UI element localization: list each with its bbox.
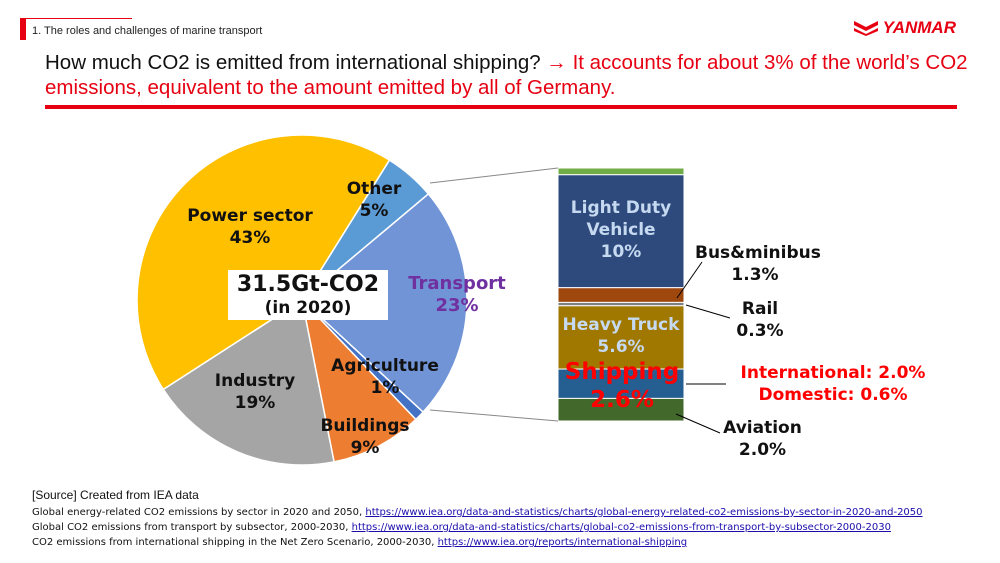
bar-label-heavy-truck: Heavy Truck 5.6% xyxy=(562,315,680,357)
zoom-connectors xyxy=(429,167,559,422)
pie-slice-buildings xyxy=(300,297,417,463)
callout-bus xyxy=(676,261,703,299)
section-line xyxy=(20,18,132,19)
pie-label-power: Power sector 43% xyxy=(187,206,313,248)
source-heading: [Source] Created from IEA data xyxy=(32,488,199,502)
source-link[interactable]: https://www.iea.org/data-and-statistics/… xyxy=(365,507,923,518)
connector-bottom xyxy=(429,409,559,422)
page-title: How much CO2 is emitted from internation… xyxy=(45,50,975,100)
pie-total-box: 31.5Gt-CO2 (in 2020) xyxy=(228,270,388,320)
bar-segment-rail xyxy=(557,301,685,307)
pie-label-industry: Industry 19% xyxy=(214,371,296,413)
bar-label-shipping: Shipping 2.6% xyxy=(564,359,680,413)
pie-label-buildings: Buildings 9% xyxy=(320,416,410,458)
source-link[interactable]: https://www.iea.org/data-and-statistics/… xyxy=(351,522,891,533)
source-link[interactable]: https://www.iea.org/reports/internationa… xyxy=(437,537,688,548)
title-question: How much CO2 is emitted from internation… xyxy=(45,51,541,74)
section-marker xyxy=(20,18,26,40)
pie-label-transport: Transport 23% xyxy=(408,273,506,316)
callout-lines xyxy=(675,261,731,434)
bar-segment-other xyxy=(557,167,685,176)
bar-segment-aviation xyxy=(557,397,685,422)
bar-label-light-duty: Light Duty Vehicle 10% xyxy=(570,198,672,262)
title-answer: It accounts for about 3% of the world’s … xyxy=(45,51,968,99)
title-rule xyxy=(45,105,957,109)
source-item: Global CO2 emissions from transport by s… xyxy=(32,522,891,533)
bar-segment-light-duty-vehicle xyxy=(557,174,685,289)
title-arrow: → xyxy=(546,51,567,74)
pie-label-other: Other 5% xyxy=(346,179,402,221)
yanmar-chevron-icon xyxy=(853,21,878,36)
bar-segment-bus-minibus xyxy=(557,287,685,303)
pie-slice-industry xyxy=(162,298,335,466)
pie-label-agriculture: Agriculture 1% xyxy=(331,356,439,398)
bar-segment-heavy-truck xyxy=(557,305,685,370)
source-item: Global energy-related CO2 emissions by s… xyxy=(32,507,923,518)
logo-text: YANMAR xyxy=(882,18,956,37)
label-bus: Bus&minibus 1.3% xyxy=(695,243,821,285)
callout-rail xyxy=(685,304,731,319)
label-aviation: Aviation 2.0% xyxy=(723,418,802,460)
source-item: CO2 emissions from international shippin… xyxy=(32,537,688,548)
connector-top xyxy=(429,167,559,184)
pie-slice-power-sector xyxy=(136,134,391,391)
section-title: 1. The roles and challenges of marine tr… xyxy=(32,25,263,37)
label-shipping-breakdown: International: 2.0% Domestic: 0.6% xyxy=(740,363,926,405)
yanmar-logo: YANMAR xyxy=(853,18,956,38)
label-rail: Rail 0.3% xyxy=(736,299,784,341)
callout-aviation xyxy=(675,413,721,434)
